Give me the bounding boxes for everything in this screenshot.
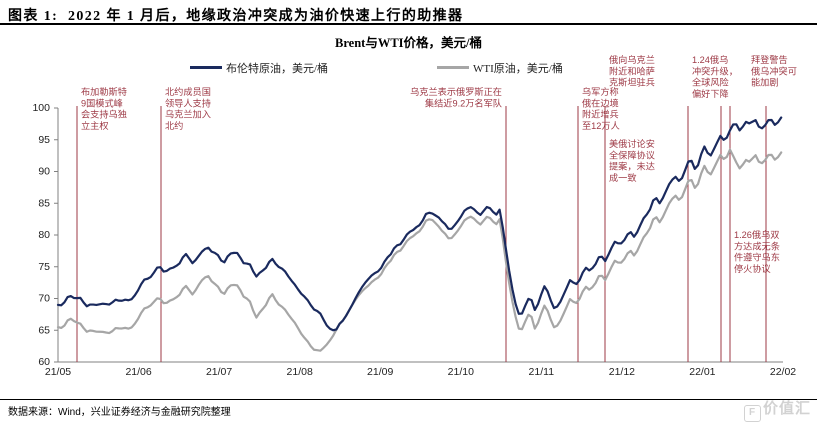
svg-text:21/05: 21/05 xyxy=(45,366,71,378)
svg-text:提案，未达: 提案，未达 xyxy=(609,161,655,172)
svg-text:22/01: 22/01 xyxy=(689,366,715,378)
svg-text:乌克兰表示俄罗斯正在: 乌克兰表示俄罗斯正在 xyxy=(410,86,502,97)
svg-text:拜登警告: 拜登警告 xyxy=(751,54,788,65)
svg-text:9国模式峰: 9国模式峰 xyxy=(81,97,123,108)
svg-text:1.24俄乌: 1.24俄乌 xyxy=(692,54,728,65)
svg-text:乌军方称: 乌军方称 xyxy=(582,86,619,97)
svg-text:能加剧: 能加剧 xyxy=(751,77,779,88)
svg-text:75: 75 xyxy=(38,261,50,273)
svg-text:70: 70 xyxy=(38,293,50,305)
svg-text:全球风险: 全球风险 xyxy=(692,77,729,88)
svg-text:布加勒斯特: 布加勒斯特 xyxy=(81,86,127,97)
svg-text:22/02: 22/02 xyxy=(770,366,796,378)
svg-text:克斯坦驻兵: 克斯坦驻兵 xyxy=(609,77,655,88)
svg-text:成一致: 成一致 xyxy=(609,172,637,183)
svg-text:附近和哈萨: 附近和哈萨 xyxy=(609,65,655,76)
svg-text:立主权: 立主权 xyxy=(81,120,109,131)
svg-text:全保障协议: 全保障协议 xyxy=(609,149,655,160)
svg-text:俄乌冲突可: 俄乌冲突可 xyxy=(751,65,797,76)
svg-text:21/06: 21/06 xyxy=(125,366,151,378)
svg-text:附近增兵: 附近增兵 xyxy=(582,109,619,120)
svg-text:85: 85 xyxy=(38,197,50,209)
svg-text:俄向乌克兰: 俄向乌克兰 xyxy=(609,54,655,65)
svg-text:65: 65 xyxy=(38,324,50,336)
svg-text:北约成员国: 北约成员国 xyxy=(165,86,211,97)
svg-text:冲突升级，: 冲突升级， xyxy=(692,65,738,76)
svg-text:方达成无条: 方达成无条 xyxy=(734,240,780,251)
svg-text:至12万人: 至12万人 xyxy=(582,121,620,131)
svg-text:80: 80 xyxy=(38,229,50,241)
svg-text:21/10: 21/10 xyxy=(448,366,474,378)
svg-text:停火协议: 停火协议 xyxy=(734,263,771,274)
svg-text:偏好下降: 偏好下降 xyxy=(692,88,729,99)
svg-text:件遵守乌东: 件遵守乌东 xyxy=(734,252,780,263)
svg-text:21/07: 21/07 xyxy=(206,366,232,378)
svg-text:俄在边境: 俄在边境 xyxy=(582,97,619,108)
svg-text:北约: 北约 xyxy=(165,120,183,131)
svg-text:会支持乌独: 会支持乌独 xyxy=(81,109,127,120)
svg-text:21/12: 21/12 xyxy=(609,366,635,378)
svg-text:90: 90 xyxy=(38,166,50,178)
svg-text:1.26俄乌双: 1.26俄乌双 xyxy=(734,229,779,240)
svg-text:21/11: 21/11 xyxy=(529,366,555,378)
svg-text:95: 95 xyxy=(38,134,50,146)
svg-text:乌克兰加入: 乌克兰加入 xyxy=(165,109,211,120)
svg-text:美俄讨论安: 美俄讨论安 xyxy=(609,138,655,149)
svg-text:100: 100 xyxy=(32,102,50,114)
svg-text:领导人支持: 领导人支持 xyxy=(165,97,211,108)
svg-text:21/09: 21/09 xyxy=(367,366,393,378)
svg-text:集结近9.2万名军队: 集结近9.2万名军队 xyxy=(425,97,502,108)
svg-text:21/08: 21/08 xyxy=(287,366,313,378)
